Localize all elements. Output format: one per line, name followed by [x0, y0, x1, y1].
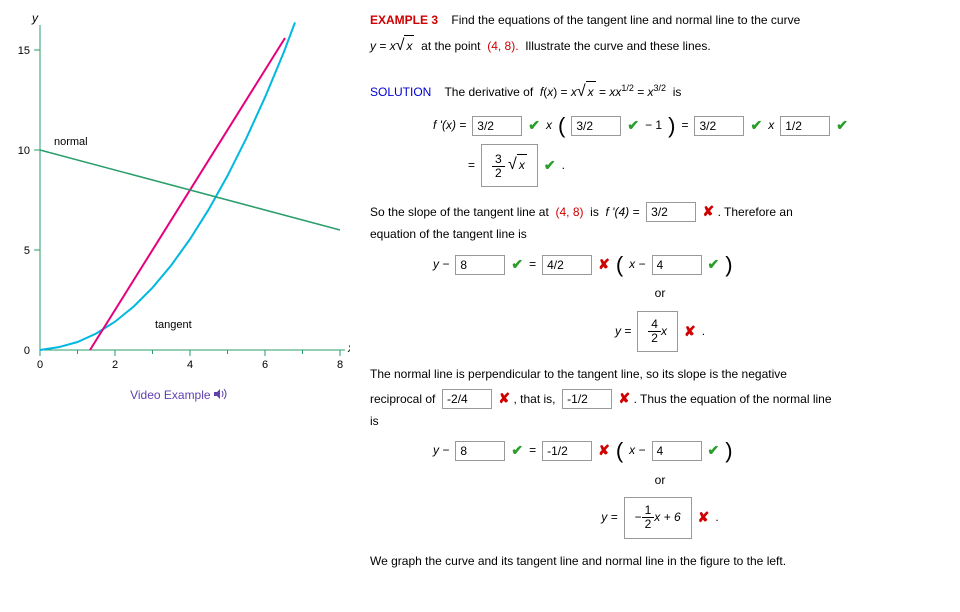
prompt-c: Illustrate the curve and these lines. [525, 39, 710, 53]
svg-text:15: 15 [18, 45, 30, 57]
input-d1[interactable] [472, 116, 522, 136]
mark-d2: ✔ [627, 113, 639, 138]
boxed-tangent: 42x [637, 311, 678, 352]
point: (4, 8). [487, 39, 518, 53]
svg-text:0: 0 [24, 345, 30, 357]
input-tx[interactable] [652, 255, 702, 275]
solution-body: EXAMPLE 3 Find the equations of the tang… [370, 10, 950, 572]
mark-d1: ✔ [528, 113, 540, 138]
input-nx[interactable] [652, 441, 702, 461]
solution-label: SOLUTION [370, 85, 431, 99]
video-label: Video Example [130, 388, 211, 402]
svg-text:0: 0 [37, 359, 43, 371]
svg-text:x: x [347, 341, 350, 355]
prompt-b: at the point [421, 39, 480, 53]
mark-d4: ✔ [836, 113, 848, 138]
audio-icon [214, 388, 230, 403]
svg-text:y: y [31, 11, 39, 25]
input-ny[interactable] [455, 441, 505, 461]
input-d2[interactable] [571, 116, 621, 136]
mark-d3: ✔ [750, 113, 762, 138]
graph-figure: 0 2 4 6 8 0 5 10 15 x y normal [10, 10, 350, 380]
svg-text:8: 8 [337, 359, 343, 371]
mark-slope: ✘ [703, 203, 715, 219]
svg-text:2: 2 [112, 359, 118, 371]
svg-text:normal: normal [54, 136, 88, 148]
closing-text: We graph the curve and its tangent line … [370, 551, 950, 573]
deriv-intro: The derivative of [444, 85, 533, 99]
input-recip2[interactable] [562, 389, 612, 409]
input-tm[interactable] [542, 255, 592, 275]
svg-text:6: 6 [262, 359, 268, 371]
input-nm[interactable] [542, 441, 592, 461]
prompt-a: Find the equations of the tangent line a… [451, 13, 800, 27]
svg-text:tangent: tangent [155, 319, 192, 331]
svg-text:4: 4 [187, 359, 193, 371]
input-recip[interactable] [442, 389, 492, 409]
example-label: EXAMPLE 3 [370, 13, 438, 27]
input-d3[interactable] [694, 116, 744, 136]
fprime-label: f '(x) = [433, 115, 466, 137]
input-slope[interactable] [646, 202, 696, 222]
svg-text:5: 5 [24, 245, 30, 257]
boxed-normal: −12x + 6 [624, 497, 692, 538]
input-ty[interactable] [455, 255, 505, 275]
video-example-link[interactable]: Video Example [10, 388, 350, 403]
svg-text:10: 10 [18, 145, 30, 157]
boxed-deriv: 32 x [481, 144, 538, 187]
input-d4[interactable] [780, 116, 830, 136]
mark-box1: ✔ [544, 153, 556, 178]
